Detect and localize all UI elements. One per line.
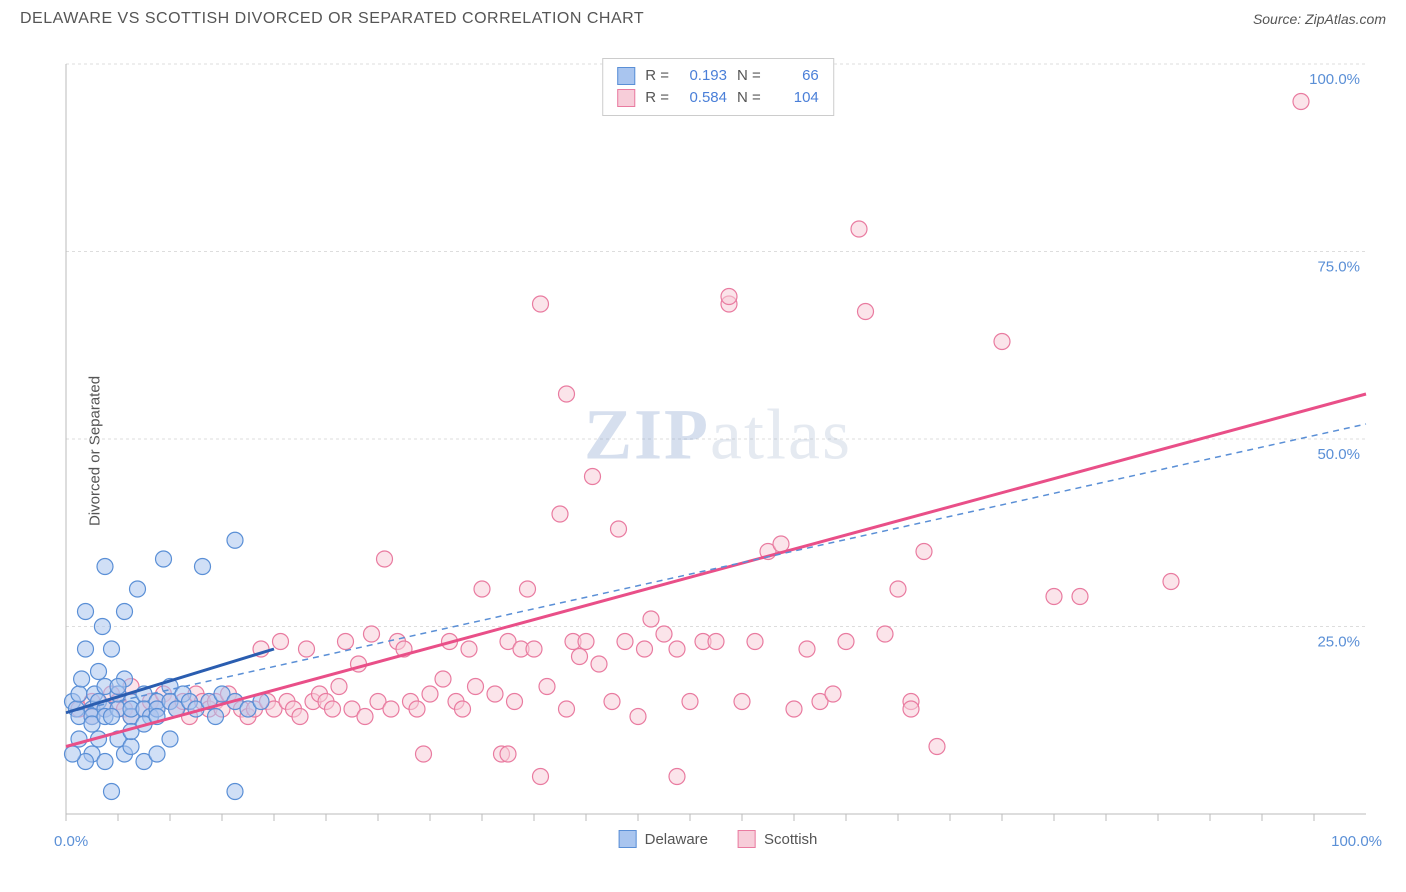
chart-area: Divorced or Separated R = 0.193 N = 66 R… — [50, 50, 1386, 852]
x-axis-min-label: 0.0% — [54, 833, 88, 850]
legend-item-delaware: Delaware — [619, 830, 708, 848]
stats-row-scottish: R = 0.584 N = 104 — [617, 87, 819, 109]
swatch-delaware — [617, 67, 635, 85]
svg-text:50.0%: 50.0% — [1317, 446, 1360, 463]
chart-title: DELAWARE VS SCOTTISH DIVORCED OR SEPARAT… — [20, 10, 644, 28]
swatch-delaware-icon — [619, 830, 637, 848]
stats-row-delaware: R = 0.193 N = 66 — [617, 65, 819, 87]
legend-item-scottish: Scottish — [738, 830, 817, 848]
svg-text:100.0%: 100.0% — [1309, 71, 1360, 88]
scatter-chart: 25.0% 50.0% 75.0% 100.0% — [50, 50, 1386, 852]
swatch-scottish-icon — [738, 830, 756, 848]
svg-text:25.0%: 25.0% — [1317, 634, 1360, 651]
x-axis-max-label: 100.0% — [1331, 833, 1382, 850]
source-attribution: Source: ZipAtlas.com — [1253, 11, 1386, 27]
svg-text:75.0%: 75.0% — [1317, 259, 1360, 276]
stats-legend: R = 0.193 N = 66 R = 0.584 N = 104 — [602, 58, 834, 116]
swatch-scottish — [617, 89, 635, 107]
bottom-legend: Delaware Scottish — [619, 830, 818, 848]
